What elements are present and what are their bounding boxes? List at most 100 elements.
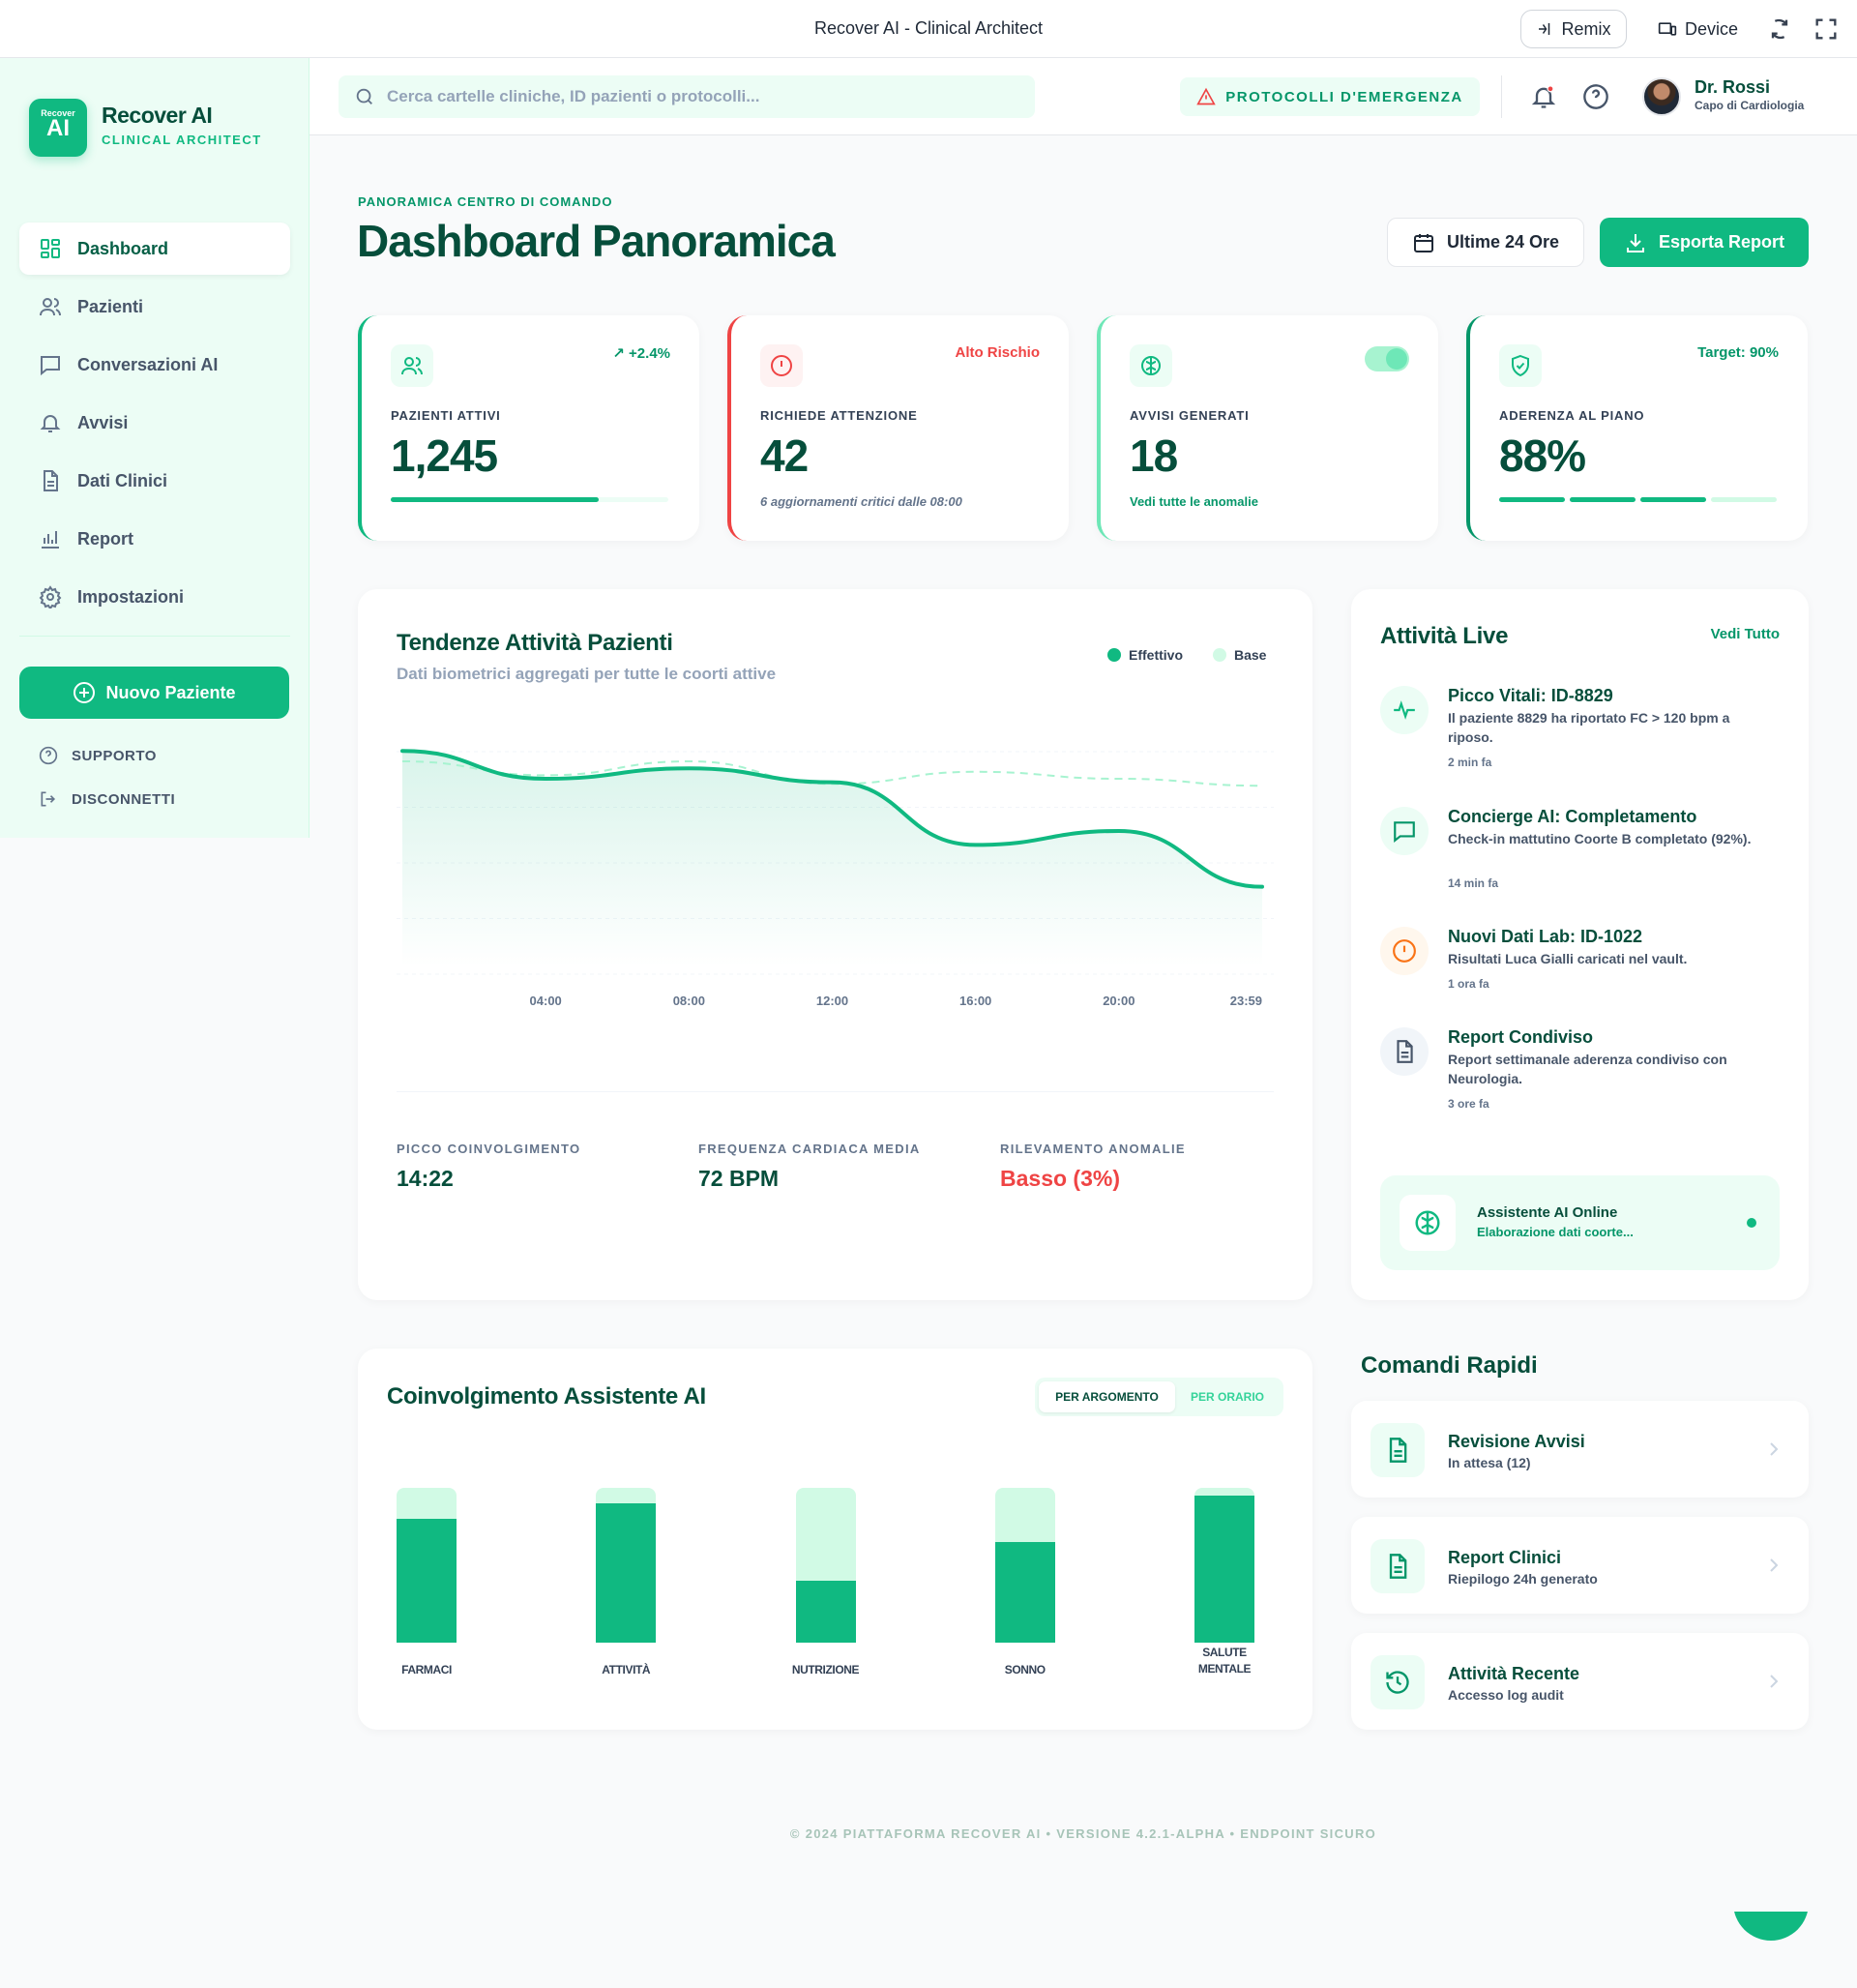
alert-icon (760, 344, 803, 387)
activity-desc: Il paziente 8829 ha riportato FC > 120 b… (1448, 710, 1730, 745)
effettivo-series-line (400, 749, 1264, 889)
bar-label: SONNO (1004, 1663, 1046, 1676)
sidebar-item-impostazioni[interactable]: Impostazioni (19, 571, 290, 623)
date-range-button[interactable]: Ultime 24 Ore (1387, 218, 1584, 267)
sidebar-item-conversazioni[interactable]: Conversazioni AI (19, 339, 290, 391)
remix-button[interactable]: Remix (1520, 10, 1627, 48)
bar-column[interactable] (994, 1488, 1055, 1643)
rotate-icon[interactable] (1766, 15, 1793, 43)
bar-fill (994, 1542, 1055, 1643)
device-label: Device (1685, 18, 1739, 39)
stat-label: ADERENZA AL PIANO (1499, 408, 1645, 423)
logo-small-text: Recover (41, 108, 75, 118)
users-icon (40, 298, 61, 316)
sidebar-item-avvisi[interactable]: Avvisi (19, 397, 290, 449)
risk-badge: Alto Rischio (955, 344, 1040, 361)
avatar[interactable] (1642, 77, 1681, 116)
activity-time: 3 ore fa (1448, 1097, 1489, 1111)
trend-title: Tendenze Attività Pazienti (397, 630, 673, 656)
emergency-protocols-button[interactable]: PROTOCOLLI D'EMERGENZA (1180, 77, 1480, 116)
activity-item[interactable]: Report Condiviso Report settimanale ader… (1380, 1027, 1780, 1124)
bar-fill (397, 1519, 457, 1643)
view-all-link[interactable]: Vedi Tutto (1710, 626, 1780, 642)
logout-label: DISCONNETTI (72, 790, 176, 808)
sidebar-item-label: Conversazioni AI (77, 354, 219, 374)
sidebar-item-report[interactable]: Report (19, 513, 290, 565)
logout-link[interactable]: DISCONNETTI (39, 789, 175, 809)
new-patient-button[interactable]: Nuovo Paziente (19, 667, 289, 719)
search-input[interactable] (387, 87, 1006, 106)
kpi-value: 72 BPM (698, 1166, 780, 1191)
view-anomalies-link[interactable]: Vedi tutte le anomalie (1130, 494, 1258, 509)
progress-segment (1570, 497, 1636, 502)
activity-desc: Check-in mattutino Coorte B completato (… (1448, 831, 1752, 846)
activity-desc: Report settimanale aderenza condiviso co… (1448, 1052, 1727, 1086)
remix-label: Remix (1561, 18, 1611, 39)
notification-bell-icon[interactable] (1530, 83, 1557, 110)
sidebar-item-label: Report (77, 528, 133, 549)
live-activity-panel: Attività Live Vedi Tutto Picco Vitali: I… (1351, 589, 1809, 1300)
sidebar-item-dashboard[interactable]: Dashboard (19, 223, 290, 275)
device-button[interactable]: Device (1644, 10, 1752, 48)
assistant-subtitle: Elaborazione dati coorte... (1477, 1225, 1634, 1239)
sidebar-item-dati-clinici[interactable]: Dati Clinici (19, 455, 290, 507)
ai-assistant-status[interactable]: Assistente AI Online Elaborazione dati c… (1380, 1175, 1780, 1270)
support-link[interactable]: SUPPORTO (39, 746, 157, 765)
logo[interactable]: Recover AI (29, 99, 87, 157)
stat-card-adherence[interactable]: Target: 90% ADERENZA AL PIANO 88% (1466, 315, 1808, 541)
dashboard-icon (41, 239, 60, 258)
kpi-value: 14:22 (397, 1166, 454, 1191)
legend-label: Base (1234, 647, 1267, 663)
device-icon (1658, 22, 1677, 36)
sidebar-item-pazienti[interactable]: Pazienti (19, 281, 290, 333)
stat-card-alerts[interactable]: AVVISI GENERATI 18 Vedi tutte le anomali… (1097, 315, 1438, 541)
online-indicator (1747, 1218, 1756, 1228)
bar-column[interactable] (1194, 1488, 1254, 1643)
chevron-right-icon (1770, 1442, 1779, 1456)
alerts-toggle[interactable] (1365, 346, 1409, 371)
x-tick-label: 20:00 (1103, 994, 1135, 1008)
stat-value: 88% (1499, 430, 1586, 481)
search-icon (356, 88, 372, 104)
export-report-label: Esporta Report (1658, 232, 1785, 252)
legend-item-base[interactable]: Base (1213, 647, 1266, 663)
stat-value: 18 (1130, 430, 1178, 481)
legend-item-effettivo[interactable]: Effettivo (1107, 647, 1183, 663)
search-bar[interactable] (339, 75, 1035, 118)
quick-command-sub: In attesa (12) (1448, 1455, 1531, 1470)
quick-commands-title: Comandi Rapidi (1361, 1352, 1538, 1379)
stat-card-attention[interactable]: Alto Rischio RICHIEDE ATTENZIONE 42 6 ag… (727, 315, 1069, 541)
activity-item[interactable]: Nuovi Dati Lab: ID-1022 Risultati Luca G… (1380, 927, 1780, 1004)
assistant-title: Assistente AI Online (1477, 1204, 1618, 1221)
quick-command-recent-activity[interactable]: Attività Recente Accesso log audit (1351, 1633, 1809, 1730)
engagement-title: Coinvolgimento Assistente AI (387, 1383, 706, 1409)
new-patient-label: Nuovo Paziente (105, 682, 236, 702)
brain-icon (1130, 344, 1172, 387)
sidebar-item-label: Pazienti (77, 296, 144, 316)
page-eyebrow: PANORAMICA CENTRO DI COMANDO (358, 194, 613, 209)
support-label: SUPPORTO (72, 747, 157, 764)
bar-column[interactable] (596, 1488, 657, 1643)
kpi-label: RILEVAMENTO ANOMALIE (1000, 1142, 1186, 1156)
fullscreen-icon[interactable] (1813, 15, 1840, 43)
trend-subtitle: Dati biometrici aggregati per tutte le c… (397, 665, 777, 683)
export-report-button[interactable]: Esporta Report (1600, 218, 1809, 267)
activity-item[interactable]: Picco Vitali: ID-8829 Il paziente 8829 h… (1380, 686, 1780, 783)
activity-item[interactable]: Concierge AI: Completamento Check-in mat… (1380, 807, 1780, 904)
stat-card-active-patients[interactable]: ↗ +2.4% PAZIENTI ATTIVI 1,245 (358, 315, 699, 541)
tab-per-argomento[interactable]: PER ARGOMENTO (1039, 1381, 1175, 1412)
download-icon (1626, 233, 1644, 252)
remix-icon (1539, 23, 1550, 35)
quick-command-review-alerts[interactable]: Revisione Avvisi In attesa (12) (1351, 1401, 1809, 1498)
help-icon[interactable] (1582, 83, 1609, 110)
tab-per-orario[interactable]: PER ORARIO (1190, 1390, 1264, 1404)
quick-command-clinical-reports[interactable]: Report Clinici Riepilogo 24h generato (1351, 1517, 1809, 1614)
effettivo-area (402, 751, 1262, 966)
trend-up-icon: ↗ (612, 345, 630, 362)
floating-action-button[interactable] (1733, 1912, 1809, 1941)
date-range-label: Ultime 24 Ore (1446, 232, 1560, 252)
bar-column[interactable] (795, 1488, 856, 1643)
document-icon (44, 470, 58, 491)
bar-chart-icon (42, 531, 59, 549)
bar-column[interactable] (397, 1488, 457, 1643)
